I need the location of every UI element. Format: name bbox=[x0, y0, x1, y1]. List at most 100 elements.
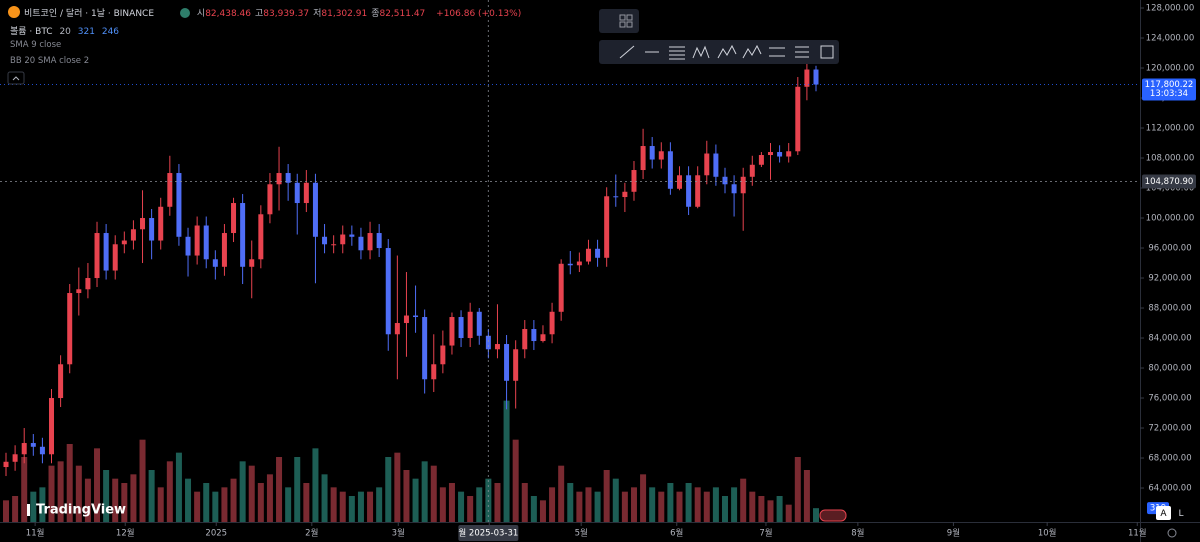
volume-bar bbox=[558, 465, 565, 522]
auto-scale-button[interactable] bbox=[1156, 506, 1171, 520]
volume-bar bbox=[803, 470, 810, 522]
elliott-tool[interactable] bbox=[717, 44, 737, 59]
volume-bar bbox=[494, 483, 501, 522]
volume-bar bbox=[412, 478, 419, 522]
logo-text: TradingView bbox=[36, 503, 126, 518]
volume-bar bbox=[30, 491, 37, 522]
volume-bar bbox=[476, 487, 483, 522]
candle-body bbox=[667, 151, 673, 189]
volume-bar bbox=[175, 452, 182, 522]
fib-tool[interactable] bbox=[669, 46, 685, 60]
candle-body bbox=[158, 206, 164, 241]
candle-body bbox=[49, 398, 55, 455]
volume-bar bbox=[676, 491, 683, 522]
x-tick-label: 2월 bbox=[305, 528, 318, 539]
candle-body bbox=[585, 248, 591, 262]
forecast-tool[interactable] bbox=[795, 46, 809, 58]
candle-body bbox=[458, 317, 464, 339]
candle-body bbox=[285, 173, 291, 183]
candle-body bbox=[804, 69, 810, 87]
candle-body bbox=[567, 263, 573, 266]
y-tick-label: 88,000.00 bbox=[1148, 304, 1191, 314]
y-tick-label: 92,000.00 bbox=[1148, 274, 1191, 284]
last-price-badge bbox=[1142, 78, 1196, 101]
icon bbox=[626, 21, 633, 28]
candle-body bbox=[549, 311, 555, 335]
volume-bar bbox=[667, 483, 674, 522]
candle-body bbox=[140, 218, 146, 230]
volume-bar bbox=[148, 470, 155, 522]
volume-bar bbox=[376, 487, 383, 522]
candle-body bbox=[695, 175, 701, 207]
candle-body bbox=[167, 173, 173, 207]
y-tick-label: 128,000.00 bbox=[1146, 4, 1195, 14]
candle-body bbox=[294, 182, 300, 204]
indicator-name: SMA 9 close bbox=[10, 40, 62, 50]
drawing-toolbar[interactable] bbox=[599, 9, 839, 64]
volume-bar bbox=[103, 470, 110, 522]
volume-bar bbox=[294, 457, 301, 522]
volume-bar bbox=[512, 439, 519, 522]
settings-icon[interactable] bbox=[1167, 528, 1177, 538]
candle-body bbox=[531, 329, 537, 342]
icon bbox=[626, 14, 633, 21]
trend-line-tool[interactable] bbox=[619, 45, 635, 59]
candle-body bbox=[267, 184, 273, 215]
volume-bar bbox=[685, 483, 692, 522]
volume-bar bbox=[321, 474, 328, 522]
symbol: 비트코인 / 달러 · 1날 · BINANCE bbox=[24, 9, 155, 19]
volume-bar bbox=[712, 487, 719, 522]
icon bbox=[619, 14, 626, 21]
volume-bar bbox=[630, 487, 637, 522]
last-price-label: 117,800.22 bbox=[1145, 80, 1194, 90]
abcd-tool[interactable] bbox=[742, 44, 762, 59]
volume-bar bbox=[767, 500, 774, 522]
collapse-button[interactable] bbox=[7, 71, 25, 85]
volume-bar bbox=[3, 500, 10, 522]
candle-body bbox=[749, 164, 755, 177]
y-tick-label: 124,000.00 bbox=[1146, 34, 1195, 44]
y-tick-label: 80,000.00 bbox=[1148, 364, 1191, 374]
candle-body bbox=[12, 454, 18, 462]
volume-bar bbox=[276, 457, 283, 522]
volume-bar bbox=[239, 461, 246, 522]
pattern-tool[interactable] bbox=[692, 45, 710, 59]
volume-bar bbox=[439, 487, 446, 522]
candle-body bbox=[312, 182, 318, 237]
volume-bar bbox=[21, 457, 28, 522]
range-tool[interactable] bbox=[769, 47, 785, 57]
candle-body bbox=[276, 173, 282, 185]
candle-body bbox=[185, 236, 191, 256]
volume-bar bbox=[794, 457, 801, 522]
volume-bar bbox=[530, 496, 537, 522]
volume-bar bbox=[394, 452, 401, 522]
volume-bar bbox=[248, 465, 255, 522]
volume-bar bbox=[749, 491, 756, 522]
logo-icon bbox=[20, 504, 35, 516]
candle-body bbox=[367, 233, 373, 251]
rect-tool[interactable] bbox=[820, 45, 834, 59]
marks: 64,000.00 68,000.00 72,000.00 76,000.00 80,0… bbox=[3, 4, 1194, 539]
candle-body bbox=[476, 311, 482, 336]
candle-body bbox=[494, 344, 500, 350]
countdown: 13:03:34 bbox=[1150, 89, 1188, 99]
button-label[interactable]: L bbox=[1178, 509, 1183, 519]
toolbar[interactable] bbox=[599, 40, 839, 64]
x-tick-label: 6월 bbox=[670, 528, 683, 539]
candle-body bbox=[631, 170, 637, 192]
candle-body bbox=[558, 263, 564, 312]
toolbar-handle[interactable] bbox=[599, 9, 639, 33]
candle-body bbox=[112, 244, 118, 271]
candle-body bbox=[704, 153, 710, 176]
volume-bar bbox=[467, 496, 474, 522]
ohlc-value: 82,438.46 bbox=[205, 9, 251, 19]
event-badge[interactable] bbox=[819, 509, 847, 522]
volume-title: 볼륨 · BTC bbox=[10, 27, 53, 37]
volume-bar bbox=[75, 465, 82, 522]
volume-bar bbox=[703, 491, 710, 522]
volume-bar bbox=[813, 508, 820, 522]
volume-bar bbox=[612, 478, 619, 522]
volume-bar bbox=[203, 483, 210, 522]
candle-body bbox=[249, 259, 255, 267]
